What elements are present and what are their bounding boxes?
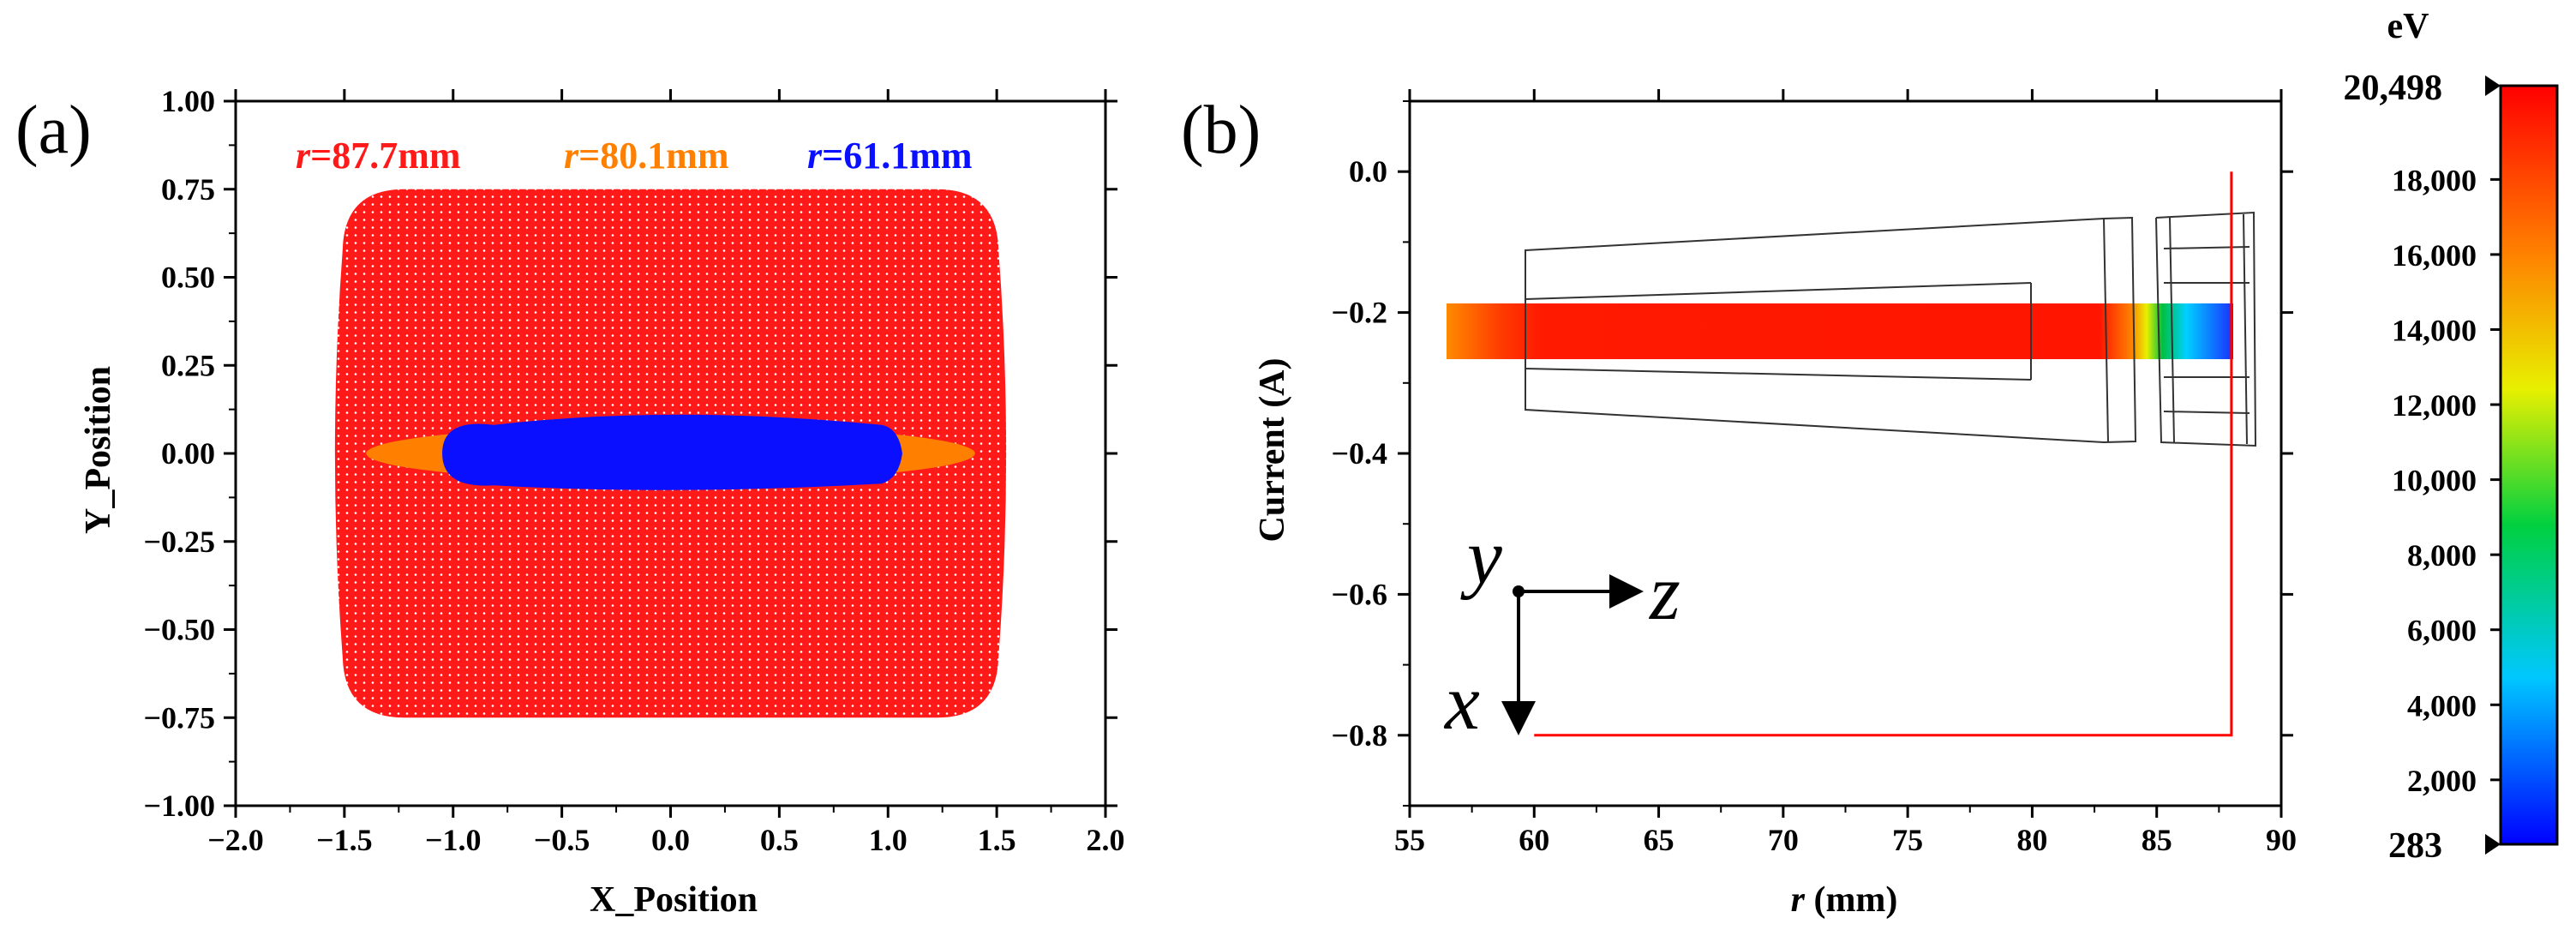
panel-b-label: (b)	[1181, 93, 1261, 168]
x-axis-label: x	[1443, 658, 1480, 746]
panel-a-ytick-label: 0.00	[161, 436, 215, 471]
panel-a-ytick-label: 0.25	[161, 348, 215, 382]
panel-a-ytick-label: 1.00	[161, 84, 215, 118]
colorbar-tick-label: 14,000	[2392, 313, 2477, 347]
label-r-80.1mm: r=80.1mm	[564, 135, 729, 177]
panel-a-xtick-label: −2.0	[207, 823, 264, 857]
panel-a-ticks: −2.0 −1.5 −1.0 −0.5 0.0 0.5 1.0 1.5 2.0 1.00 0.75 0…	[143, 84, 1124, 857]
panel-a-xlabel: X_Position	[590, 880, 758, 920]
colorbar-ticks: 18,000 16,000 14,000 12,000 10,000 8,000 6,000…	[2392, 163, 2501, 798]
panel-b-xlabel: r (mm)	[1791, 880, 1898, 920]
panel-a-ytick-label: 0.50	[161, 261, 215, 295]
panel-b-ytick-label: −0.4	[1331, 436, 1387, 471]
colorbar-max-label: 20,498	[2344, 69, 2443, 108]
colorbar-tick-label: 8,000	[2407, 538, 2477, 573]
coordinate-axes-glyph: y z x	[1443, 513, 1680, 746]
device-outline	[1525, 211, 2257, 447]
panel-b-ytick-label: −0.6	[1331, 577, 1387, 611]
colorbar-unit: eV	[2387, 7, 2429, 46]
panel-b-xtick-label: 60	[1519, 823, 1549, 857]
colorbar-tick-label: 4,000	[2407, 688, 2477, 723]
panel-a-xtick-label: 0.5	[760, 823, 799, 857]
panel-b-ytick-label: −0.8	[1331, 718, 1387, 753]
panel-a-data	[334, 189, 1007, 718]
panel-b-plot-frame	[1408, 99, 2283, 807]
panel-b: (b) 55 60 65 70 75 80 85 900.0−0.2−0.4−0.6−0.8 …	[1181, 89, 2297, 920]
panel-a-xtick-label: −1.5	[316, 823, 373, 857]
label-r-87.7mm: r=87.7mm	[296, 135, 461, 177]
panel-b-xtick-label: 80	[2016, 823, 2047, 857]
colorbar-tick-label: 2,000	[2407, 764, 2477, 798]
colorbar-tick-label: 16,000	[2392, 238, 2477, 273]
colorbar-min-arrow-icon	[2485, 834, 2501, 855]
beam-energy-band	[1447, 303, 2233, 359]
panel-b-xtick-label: 85	[2142, 823, 2172, 857]
z-axis-label: z	[1648, 549, 1680, 636]
panel-a: (a) −2.0 −1.5 −1.0 −0.5 0.0 0.5 1.0 1.5 2.0 1.00 0…	[15, 84, 1125, 920]
panel-b-xtick-label: 70	[1768, 823, 1799, 857]
colorbar-min-label: 283	[2388, 826, 2442, 866]
colorbar-tick-label: 18,000	[2392, 163, 2477, 197]
panel-b-xtick-label: 55	[1394, 823, 1425, 857]
label-r-61.1mm: r=61.1mm	[807, 135, 973, 177]
current-trace-line	[1534, 171, 2233, 737]
colorbar-max-arrow-icon	[2485, 75, 2501, 96]
panel-b-xtick-label: 65	[1644, 823, 1674, 857]
panel-b-ylabel: Current (A)	[1253, 357, 1292, 542]
panel-a-ytick-label: −0.25	[143, 525, 215, 559]
panel-b-ticks: 55 60 65 70 75 80 85 90 0.0 −0.2 −0.4 −0.6 −0.8	[1331, 89, 2297, 857]
panel-a-ytick-label: −0.50	[143, 613, 215, 647]
panel-a-ytick-label: −1.00	[143, 789, 215, 823]
panel-a-xtick-label: 2.0	[1087, 823, 1125, 857]
panel-a-label: (a)	[15, 93, 92, 168]
panel-b-ytick-label: 0.0	[1349, 154, 1387, 189]
panel-a-xtick-label: 0.0	[651, 823, 690, 857]
panel-a-ytick-label: −0.75	[143, 700, 215, 735]
colorbar-tick-label: 6,000	[2407, 614, 2477, 648]
colorbar: eV 18,000 16,000 14,000 12,000 10,000 8,000 6,…	[2344, 7, 2559, 866]
colorbar-tick-label: 12,000	[2392, 388, 2477, 423]
panel-b-xtick-label: 75	[1892, 823, 1923, 857]
panel-b-xtick-label: 90	[2266, 823, 2297, 857]
panel-b-ytick-label: −0.2	[1331, 296, 1387, 330]
series-r-61.1mm-beam	[442, 414, 902, 490]
colorbar-gradient	[2499, 84, 2559, 846]
y-axis-label: y	[1460, 513, 1502, 600]
panel-a-ylabel: Y_Position	[79, 366, 118, 534]
panel-a-xtick-label: 1.5	[978, 823, 1016, 857]
panel-a-xtick-label: 1.0	[869, 823, 908, 857]
panel-a-xtick-label: −1.0	[425, 823, 482, 857]
colorbar-tick-label: 10,000	[2392, 464, 2477, 498]
panel-a-xtick-label: −0.5	[534, 823, 590, 857]
panel-a-ytick-label: 0.75	[161, 172, 215, 207]
